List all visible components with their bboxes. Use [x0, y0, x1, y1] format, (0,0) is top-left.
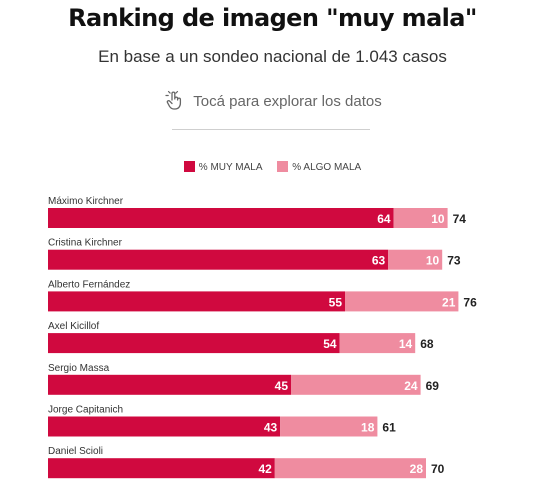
header-divider [172, 129, 370, 130]
bar-segment-muy-mala [48, 374, 291, 395]
bar-segment-algo-mala [393, 208, 448, 228]
bar-segment-algo-mala [345, 291, 459, 312]
total-label: 70 [431, 462, 445, 476]
total-label: 61 [382, 421, 396, 435]
data-label: 42 [258, 462, 272, 476]
legend-swatch-algo-mala [277, 161, 289, 172]
data-label: 14 [399, 337, 413, 351]
bar-segment-algo-mala [339, 333, 416, 354]
explore-hint-text: Tocá para explorar los datos [193, 93, 382, 110]
bar-segment-muy-mala [48, 291, 345, 312]
explore-hint[interactable]: Tocá para explorar los datos [0, 89, 545, 115]
total-label: 74 [453, 212, 467, 226]
chart-title: Ranking de imagen "muy mala" [68, 4, 477, 32]
data-label: 10 [426, 254, 440, 268]
bar-segment-muy-mala [48, 333, 340, 354]
legend-swatch-muy-mala [183, 161, 195, 172]
total-label: 73 [447, 254, 461, 268]
category-label: Daniel Scioli [48, 446, 103, 457]
data-label: 45 [275, 379, 289, 393]
bar-segment-muy-mala [48, 416, 281, 437]
data-label: 18 [361, 421, 375, 435]
bar-segment-muy-mala [48, 249, 389, 270]
total-label: 76 [463, 295, 477, 309]
legend-label-algo-mala: % ALGO MALA [292, 162, 362, 173]
category-label: Sergio Massa [48, 363, 110, 374]
category-label: Máximo Kirchner [48, 196, 124, 207]
category-label: Alberto Fernández [48, 279, 130, 290]
total-label: 68 [420, 337, 434, 351]
data-label: 64 [377, 212, 391, 226]
category-label: Axel Kicillof [48, 321, 99, 332]
chart-legend: % MUY MALA % ALGO MALA [0, 161, 545, 173]
bar-segment-algo-mala [280, 416, 378, 437]
data-label: 63 [372, 254, 386, 268]
legend-label-muy-mala: % MUY MALA [198, 162, 263, 173]
data-label: 54 [323, 337, 337, 351]
bar-segment-algo-mala [388, 249, 443, 270]
bar-segment-muy-mala [48, 208, 394, 228]
data-label: 24 [404, 379, 418, 393]
bar-segment-muy-mala [48, 458, 275, 479]
chart-subtitle: En base a un sondeo nacional de 1.043 ca… [98, 47, 447, 66]
data-label: 43 [264, 421, 278, 435]
bar-segment-algo-mala [291, 374, 421, 395]
data-label: 10 [431, 212, 445, 226]
data-label: 21 [442, 295, 456, 309]
legend-item-muy-mala: % MUY MALA [183, 161, 263, 173]
total-label: 69 [426, 379, 440, 393]
category-label: Jorge Capitanich [48, 405, 123, 416]
bar-segment-algo-mala [274, 458, 426, 479]
data-label: 55 [329, 295, 343, 309]
category-label: Cristina Kirchner [48, 238, 123, 249]
data-label: 28 [410, 462, 424, 476]
legend-item-algo-mala: % ALGO MALA [277, 161, 361, 173]
tap-hand-icon [163, 89, 185, 115]
